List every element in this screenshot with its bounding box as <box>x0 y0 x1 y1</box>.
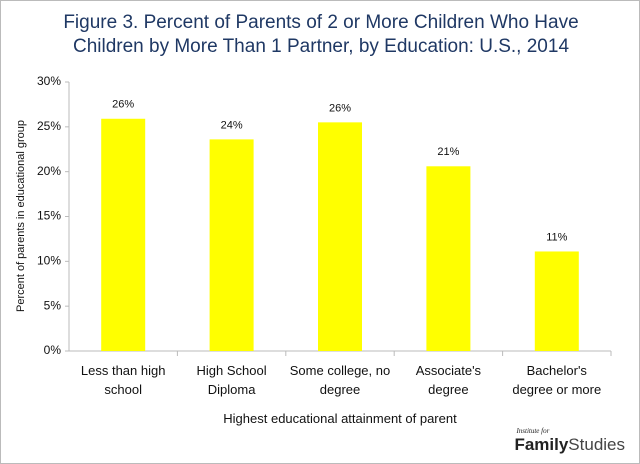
value-label: 21% <box>437 146 459 158</box>
chart-title: Figure 3. Percent of Parents of 2 or Mor… <box>63 12 579 57</box>
y-tick-label: 10% <box>37 254 61 268</box>
y-tick-label: 30% <box>37 74 61 88</box>
logo-small: Institute for <box>516 427 550 435</box>
x-tick-label: Associate's degree <box>415 363 482 397</box>
bar <box>101 118 146 351</box>
x-tick-label: Bachelor's degree or more <box>512 363 602 397</box>
bar <box>318 122 362 351</box>
value-label: 26% <box>112 99 134 111</box>
value-label: 24% <box>221 119 243 131</box>
y-tick-label: 15% <box>37 209 61 223</box>
value-label: 11% <box>546 231 567 243</box>
bar <box>534 251 579 351</box>
logo-bold: Family <box>514 435 569 454</box>
bar <box>426 166 471 351</box>
y-tick-label: 0% <box>44 343 62 357</box>
logo-light: Studies <box>568 435 625 454</box>
logo: Institute for FamilyStudies <box>514 427 625 455</box>
x-tick-label: Some college, no degree <box>289 363 391 397</box>
x-tick-label: High School Diploma <box>196 363 267 397</box>
value-label: 26% <box>329 102 351 114</box>
x-axis-title: Highest educational attainment of parent <box>223 411 457 426</box>
y-tick-label: 5% <box>44 298 62 312</box>
x-tick-label: Less than high school <box>80 363 166 397</box>
bar <box>209 139 254 351</box>
y-tick-label: 25% <box>37 119 61 133</box>
y-tick-label: 20% <box>37 164 61 178</box>
y-axis-title: Percent of parents in educational group <box>15 120 27 312</box>
